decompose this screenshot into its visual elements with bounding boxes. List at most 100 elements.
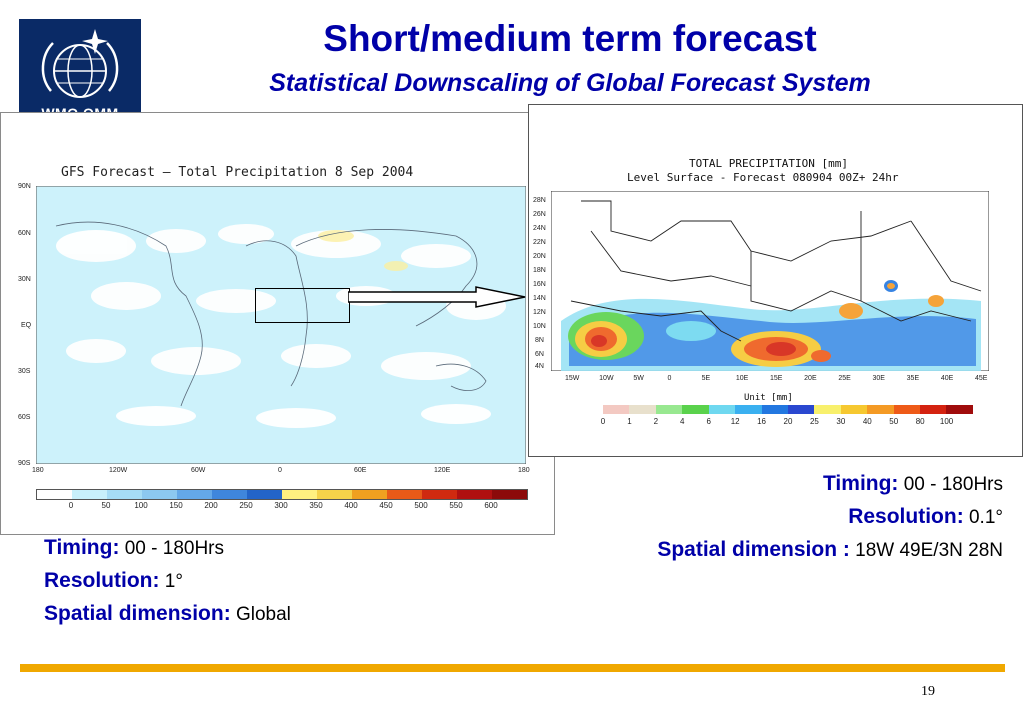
lat-tick: 26N — [533, 211, 546, 218]
lat-tick: 12N — [533, 309, 546, 316]
colorbar-label: 25 — [809, 417, 819, 426]
lon-tick: 60W — [191, 467, 206, 474]
resolution-value: 0.1° — [968, 507, 1003, 528]
lat-tick: 6N — [535, 351, 544, 358]
colorbar-swatch — [457, 490, 492, 499]
colorbar-swatch — [37, 490, 72, 499]
wmo-logo: WMO OMM — [19, 19, 141, 119]
timing-label: Timing: — [44, 536, 120, 559]
lon-tick: 5E — [701, 375, 711, 382]
regional-info: Timing: 00 - 180Hrs Resolution: 0.1° Spa… — [657, 468, 1003, 567]
lon-tick: 60E — [354, 467, 367, 474]
colorbar-swatch — [814, 405, 841, 414]
colorbar-swatch — [920, 405, 947, 414]
spatial-value: 18W 49E/3N 28N — [855, 540, 1003, 561]
colorbar-swatch — [142, 490, 177, 499]
lat-tick: 28N — [533, 197, 546, 204]
resolution-value: 1° — [164, 571, 183, 592]
colorbar-swatch — [787, 405, 815, 414]
colorbar-swatch — [867, 405, 894, 414]
lon-tick: 15E — [770, 375, 783, 382]
colorbar-swatch — [72, 490, 107, 499]
colorbar-swatch — [735, 405, 762, 414]
colorbar-label: 30 — [836, 417, 846, 426]
lat-tick: 10N — [533, 323, 546, 330]
spatial-label: Spatial dimension : — [657, 538, 850, 561]
lon-tick: 10E — [735, 375, 749, 382]
global-info: Timing: 00 - 180Hrs Resolution: 1° Spati… — [44, 532, 291, 631]
colorbar-swatch — [492, 490, 527, 499]
unit-label: Unit [mm] — [744, 393, 793, 403]
timing-value: 00 - 180Hrs — [903, 474, 1003, 495]
lat-tick: 30S — [18, 368, 31, 375]
timing-label: Timing: — [822, 472, 899, 495]
colorbar-label: 40 — [862, 417, 872, 426]
colorbar-label: 450 — [379, 501, 393, 510]
lat-tick: 18N — [533, 267, 546, 274]
page-number: 19 — [921, 684, 935, 699]
region-highlight-box — [255, 288, 350, 323]
colorbar-label: 200 — [204, 501, 218, 510]
colorbar-swatch — [317, 490, 352, 499]
lon-tick: 25E — [838, 375, 851, 382]
regional-colorbar — [603, 405, 973, 414]
lat-tick: 90S — [18, 460, 31, 467]
lat-tick: 60S — [18, 414, 31, 421]
global-forecast-map: GFS Forecast — Total Precipitation 8 Sep… — [0, 112, 555, 535]
colorbar-label: 20 — [783, 417, 793, 426]
global-colorbar — [36, 489, 528, 500]
colorbar-swatch — [708, 405, 736, 414]
lon-tick: 30E — [872, 375, 885, 382]
colorbar-swatch — [212, 490, 247, 499]
colorbar-swatch — [282, 490, 317, 499]
colorbar-label: 50 — [889, 417, 899, 426]
colorbar-swatch — [352, 490, 387, 499]
colorbar-swatch — [422, 490, 457, 499]
colorbar-label: 6 — [706, 417, 711, 426]
colorbar-swatch — [893, 405, 921, 414]
colorbar-label: 150 — [169, 501, 183, 510]
lon-tick: 15W — [565, 375, 580, 382]
lat-tick: 20N — [533, 253, 546, 260]
lat-tick: 4N — [535, 363, 544, 370]
lon-tick: 180 — [518, 467, 530, 474]
colorbar-label: 500 — [414, 501, 428, 510]
colorbar-swatch — [603, 405, 630, 414]
resolution-label: Resolution: — [44, 569, 160, 592]
colorbar-label: 600 — [484, 501, 498, 510]
colorbar-label: 250 — [239, 501, 253, 510]
colorbar-label: 350 — [309, 501, 323, 510]
lat-tick: 60N — [18, 230, 31, 237]
colorbar-label: 400 — [344, 501, 358, 510]
lat-tick: 30N — [18, 276, 31, 283]
colorbar-swatch — [247, 490, 282, 499]
lat-tick: 8N — [535, 337, 544, 344]
colorbar-swatch — [177, 490, 212, 499]
lon-tick: 40E — [940, 375, 954, 382]
wmo-emblem-icon — [41, 29, 119, 98]
lat-tick: 90N — [18, 183, 31, 190]
colorbar-label: 2 — [653, 417, 659, 426]
colorbar-swatch — [655, 405, 683, 414]
colorbar-swatch — [387, 490, 422, 499]
page-title: Short/medium term forecast — [323, 18, 817, 59]
lon-tick: 120W — [109, 467, 128, 474]
colorbar-swatch — [107, 490, 142, 499]
arrow-icon — [348, 286, 526, 308]
global-map-title: GFS Forecast — Total Precipitation 8 Sep… — [61, 165, 414, 180]
spatial-value: Global — [235, 604, 291, 625]
colorbar-label: 300 — [274, 501, 288, 510]
colorbar-label: 100 — [134, 501, 148, 510]
colorbar-label: 50 — [101, 501, 111, 510]
regional-map-subtitle: Level Surface - Forecast 080904 00Z+ 24h… — [627, 171, 899, 184]
resolution-label: Resolution: — [848, 505, 964, 528]
colorbar-label: 1 — [627, 417, 632, 426]
lat-tick: 16N — [533, 281, 546, 288]
lon-tick: 10W — [599, 375, 614, 382]
lat-tick: 24N — [533, 225, 546, 232]
lon-tick: 120E — [434, 467, 451, 474]
spatial-label: Spatial dimension: — [44, 602, 231, 625]
colorbar-swatch — [682, 405, 709, 414]
colorbar-label: 550 — [449, 501, 463, 510]
colorbar-label: 4 — [680, 417, 685, 426]
